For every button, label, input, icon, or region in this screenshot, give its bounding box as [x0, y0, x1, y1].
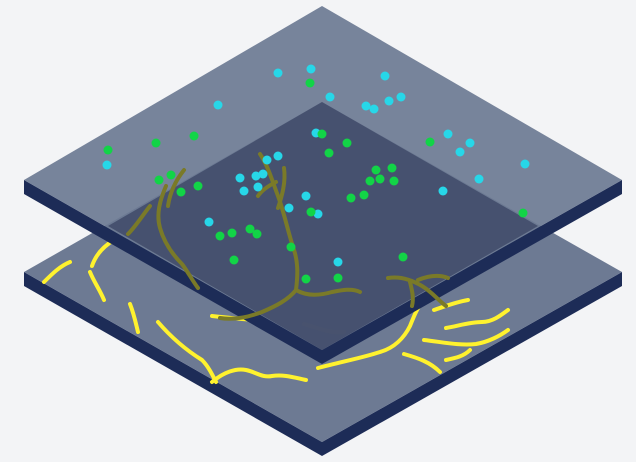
green-dot — [365, 176, 375, 186]
green-dot — [286, 242, 296, 252]
green-dot — [215, 231, 225, 241]
cyan-dot — [262, 155, 272, 165]
cyan-dot — [369, 104, 379, 114]
green-dot — [371, 165, 381, 175]
cyan-dot — [239, 186, 249, 196]
cyan-dot — [361, 101, 371, 111]
cyan-dot — [301, 191, 311, 201]
cyan-dot — [204, 217, 214, 227]
cyan-dot — [253, 182, 263, 192]
olive-path — [218, 288, 298, 321]
olive-path — [156, 184, 200, 290]
cyan-dot — [284, 203, 294, 213]
green-dot — [151, 138, 161, 148]
olive-path — [258, 152, 300, 292]
green-dot — [389, 176, 399, 186]
bottom-slab-side-left — [24, 272, 322, 456]
cyan-dot — [384, 96, 394, 106]
green-dot — [398, 252, 408, 262]
cyan-dot — [235, 173, 245, 183]
cyan-dot — [455, 147, 465, 157]
cyan-dot — [102, 160, 112, 170]
cyan-dot — [396, 92, 406, 102]
cyan-dot — [380, 71, 390, 81]
yellow-path — [444, 348, 472, 362]
cyan-dot — [443, 129, 453, 139]
cyan-dot — [273, 151, 283, 161]
olive-path — [408, 280, 415, 308]
green-dot — [227, 228, 237, 238]
olive-path-group — [126, 152, 450, 321]
olive-path — [166, 168, 186, 208]
yellow-path — [128, 302, 140, 334]
olive-path — [386, 275, 448, 308]
green-dot — [346, 193, 356, 203]
green-dot — [305, 78, 315, 88]
green-dot — [103, 145, 113, 155]
cyan-dot — [273, 68, 283, 78]
green-dot — [425, 137, 435, 147]
yellow-path — [432, 298, 470, 312]
green-dot — [166, 170, 176, 180]
cyan-dot — [313, 209, 323, 219]
yellow-path — [316, 298, 426, 370]
yellow-path — [422, 328, 510, 347]
green-dot — [324, 148, 334, 158]
olive-path — [126, 204, 152, 236]
green-dot — [317, 129, 327, 139]
green-dot — [193, 181, 203, 191]
green-dot — [245, 224, 255, 234]
green-dot — [518, 208, 528, 218]
green-dot — [189, 131, 199, 141]
green-dot — [387, 163, 397, 173]
green-dot — [359, 190, 369, 200]
cyan-dot — [325, 92, 335, 102]
yellow-path — [88, 270, 106, 302]
overlap-region — [108, 102, 538, 350]
cyan-dot — [474, 174, 484, 184]
yellow-path — [402, 352, 442, 374]
olive-path — [416, 273, 450, 282]
green-dot — [176, 187, 186, 197]
green-dot — [154, 175, 164, 185]
cyan-dot — [438, 186, 448, 196]
green-dot — [301, 274, 311, 284]
olive-path — [276, 166, 287, 210]
cyan-dot — [333, 257, 343, 267]
dot-group — [102, 64, 530, 284]
bottom-slab-side-right — [322, 272, 622, 456]
cyan-dot — [520, 159, 530, 169]
cyan-dot — [258, 169, 268, 179]
cyan-dot — [306, 64, 316, 74]
top-slab — [24, 6, 622, 364]
yellow-path — [444, 308, 510, 330]
olive-path — [256, 180, 278, 198]
top-slab-side-right — [322, 180, 622, 364]
green-dot — [306, 207, 316, 217]
yellow-path — [42, 260, 72, 284]
green-dot — [229, 255, 239, 265]
green-dot — [333, 273, 343, 283]
cyan-dot — [213, 100, 223, 110]
cyan-dot — [465, 138, 475, 148]
olive-path — [294, 287, 362, 297]
green-dot — [342, 138, 352, 148]
cyan-dot — [251, 171, 261, 181]
yellow-path — [156, 320, 218, 384]
green-dot — [375, 174, 385, 184]
yellow-path — [210, 367, 308, 384]
green-dot — [252, 229, 262, 239]
